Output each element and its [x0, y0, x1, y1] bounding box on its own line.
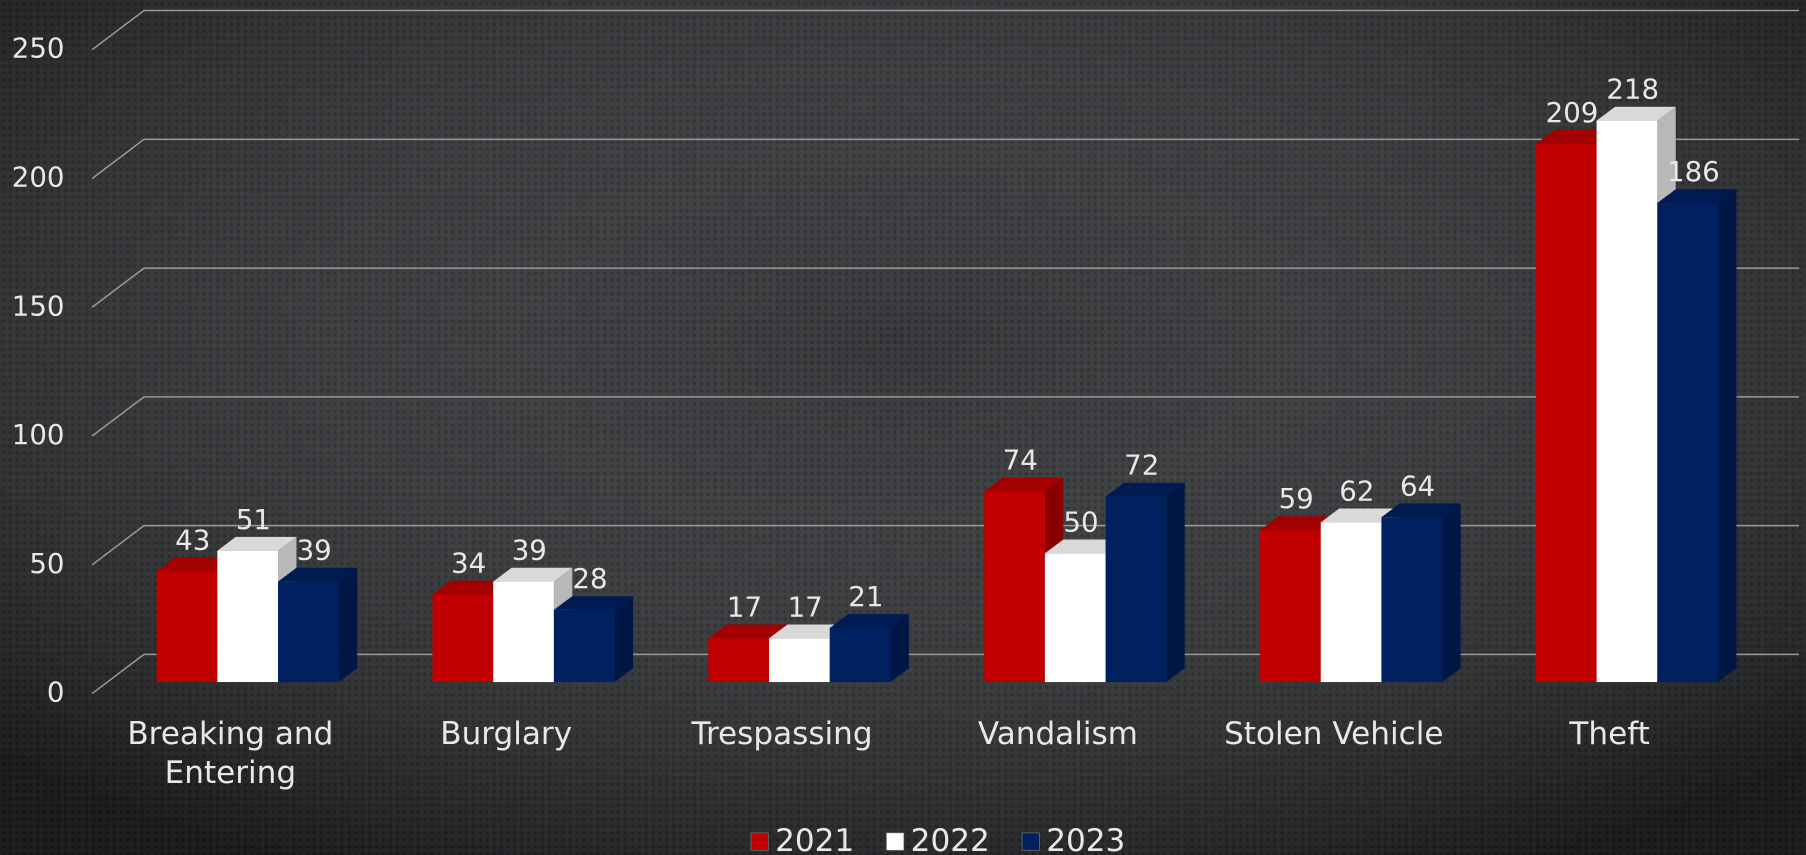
grid-line	[91, 524, 1800, 566]
bar	[493, 567, 573, 683]
data-label: 72	[1124, 449, 1159, 482]
bar-front	[432, 594, 494, 683]
bar-side	[614, 596, 634, 683]
bar-front	[1381, 517, 1443, 683]
y-tick-label: 50	[29, 547, 64, 580]
bar-top	[1657, 189, 1737, 204]
data-label: 209	[1546, 96, 1599, 129]
bar-front	[1320, 522, 1382, 683]
legend-swatch	[886, 832, 905, 851]
data-label: 17	[788, 590, 823, 623]
bar-top	[1105, 482, 1185, 497]
data-label: 17	[727, 590, 762, 623]
data-label: 50	[1063, 505, 1098, 538]
x-tick-label: Breaking and Entering	[127, 716, 333, 791]
bar-top	[278, 567, 358, 582]
bar-side	[1442, 503, 1461, 683]
bar-front	[217, 550, 279, 683]
bar-top	[1044, 539, 1125, 554]
x-tick-label: Vandalism	[978, 716, 1138, 752]
x-tick-label: Burglary	[440, 716, 572, 752]
bar-front	[1044, 553, 1106, 683]
bar-front	[829, 627, 891, 683]
data-label: 21	[848, 580, 883, 613]
data-label: 34	[451, 547, 486, 580]
data-label: 28	[572, 562, 607, 595]
y-tick-label: 250	[12, 32, 65, 65]
legend-label: 2023	[1046, 823, 1125, 855]
bar-top	[984, 477, 1064, 492]
bar-side	[1166, 482, 1185, 683]
bar-front	[278, 581, 339, 683]
bar-side	[1718, 189, 1737, 683]
bar-top	[1260, 516, 1340, 531]
bar-front	[156, 571, 218, 683]
data-label: 43	[175, 523, 210, 556]
bar-top	[493, 567, 573, 582]
bar-front	[493, 581, 554, 683]
data-label: 51	[236, 503, 271, 536]
data-label: 74	[1003, 444, 1038, 477]
bar-front	[1535, 143, 1597, 683]
bar-front	[1260, 530, 1321, 683]
bar-top	[217, 536, 297, 551]
grid-line	[91, 396, 1800, 437]
grid-line	[91, 9, 1800, 51]
grid-line	[91, 267, 1800, 308]
grid-line	[91, 653, 1800, 695]
bar	[1657, 189, 1737, 683]
bar-top	[829, 614, 909, 628]
bar-top	[432, 580, 512, 595]
x-tick-label: Trespassing	[691, 716, 873, 752]
bar-top	[156, 557, 236, 572]
legend-label: 2021	[775, 823, 854, 855]
data-label: 39	[512, 534, 547, 567]
y-tick-label: 100	[12, 418, 65, 451]
legend-swatch	[1021, 832, 1040, 851]
bar-front	[1657, 203, 1719, 683]
x-tick-label: Theft	[1568, 716, 1649, 752]
bar-front	[1596, 120, 1658, 683]
legend-label: 2022	[911, 823, 990, 855]
bar-front	[984, 491, 1045, 683]
bar	[829, 614, 909, 683]
data-label: 64	[1400, 469, 1435, 502]
bar	[1381, 503, 1461, 683]
data-label: 39	[297, 534, 332, 567]
y-tick-label: 0	[47, 676, 65, 709]
bar-front	[553, 609, 615, 683]
bar-top	[769, 624, 849, 639]
grid-line	[91, 138, 1800, 180]
bar	[553, 596, 634, 683]
data-label: 218	[1606, 73, 1659, 106]
y-tick-label: 200	[12, 160, 65, 193]
y-tick-label: 150	[12, 289, 65, 322]
bar-front	[708, 638, 770, 683]
bar-top	[708, 624, 788, 639]
bar-top	[1381, 503, 1461, 518]
bar	[217, 536, 297, 683]
bar-top	[1596, 106, 1676, 121]
bar	[278, 567, 358, 683]
bar-top	[1535, 129, 1616, 144]
data-label: 62	[1339, 474, 1374, 507]
bar-front	[769, 638, 830, 683]
legend-swatch	[750, 832, 769, 851]
bar-side	[338, 567, 358, 683]
data-label: 59	[1279, 482, 1314, 515]
bar-front	[1105, 496, 1167, 683]
bar-top	[1320, 508, 1400, 523]
bar-side	[890, 614, 909, 683]
bar-top	[553, 596, 634, 610]
bar	[1105, 482, 1185, 683]
x-tick-label: Stolen Vehicle	[1224, 716, 1443, 752]
data-label: 186	[1667, 155, 1720, 188]
